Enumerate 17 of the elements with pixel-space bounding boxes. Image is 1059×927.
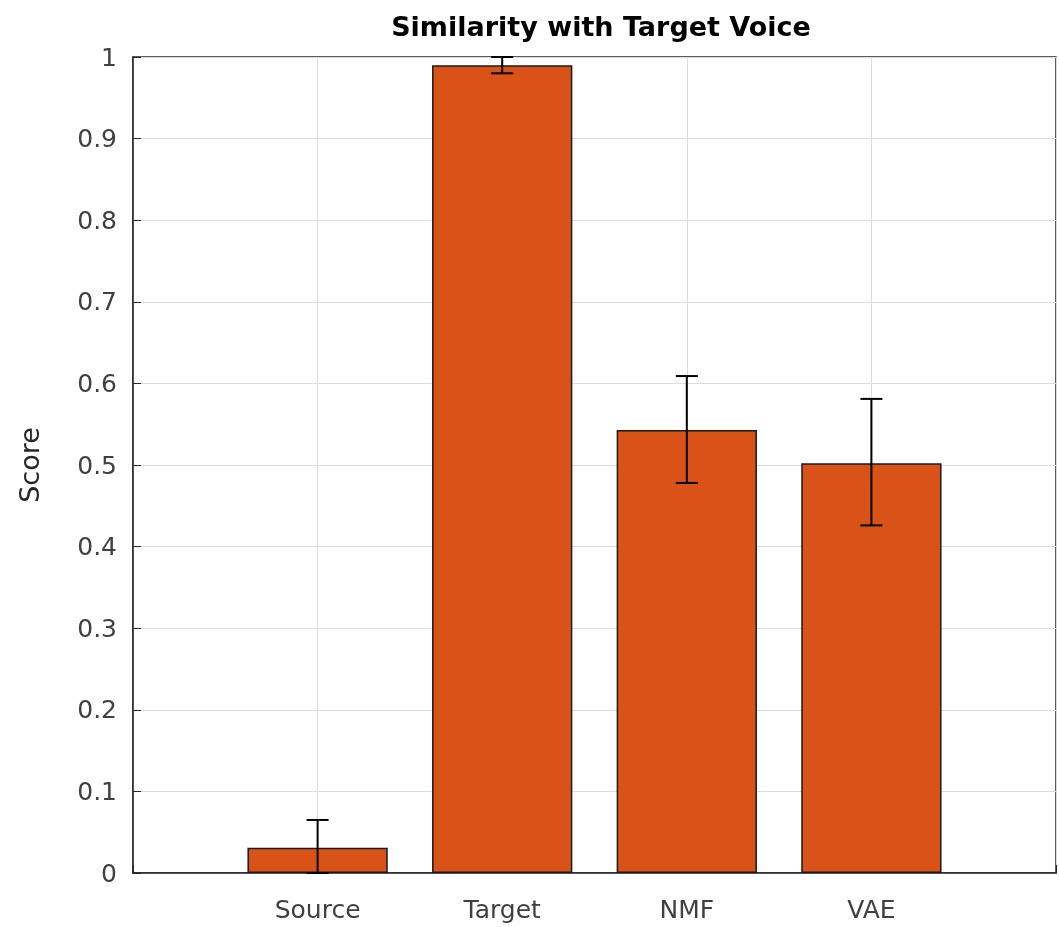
y-tick-label: 0.7	[77, 287, 117, 317]
y-tick-label: 1	[101, 42, 117, 72]
y-tick-label: 0.4	[77, 532, 117, 562]
x-tick-label: Source	[274, 895, 361, 924]
y-tick-label: 0.5	[77, 450, 117, 480]
y-axis-title: Score	[14, 427, 45, 503]
y-tick-label: 0.2	[77, 695, 117, 725]
x-tick-label: Target	[462, 895, 542, 924]
y-tick-label: 0.9	[77, 124, 117, 154]
y-tick-label: 0.6	[77, 368, 117, 398]
chart-title: Similarity with Target Voice	[391, 11, 811, 42]
y-tick-label: 0.3	[77, 613, 117, 643]
x-tick-label: VAE	[847, 895, 896, 924]
y-tick-label: 0.8	[77, 205, 117, 235]
y-tick-label: 0	[101, 858, 117, 888]
y-tick-label: 0.1	[77, 776, 117, 806]
x-tick-label: NMF	[659, 895, 715, 924]
